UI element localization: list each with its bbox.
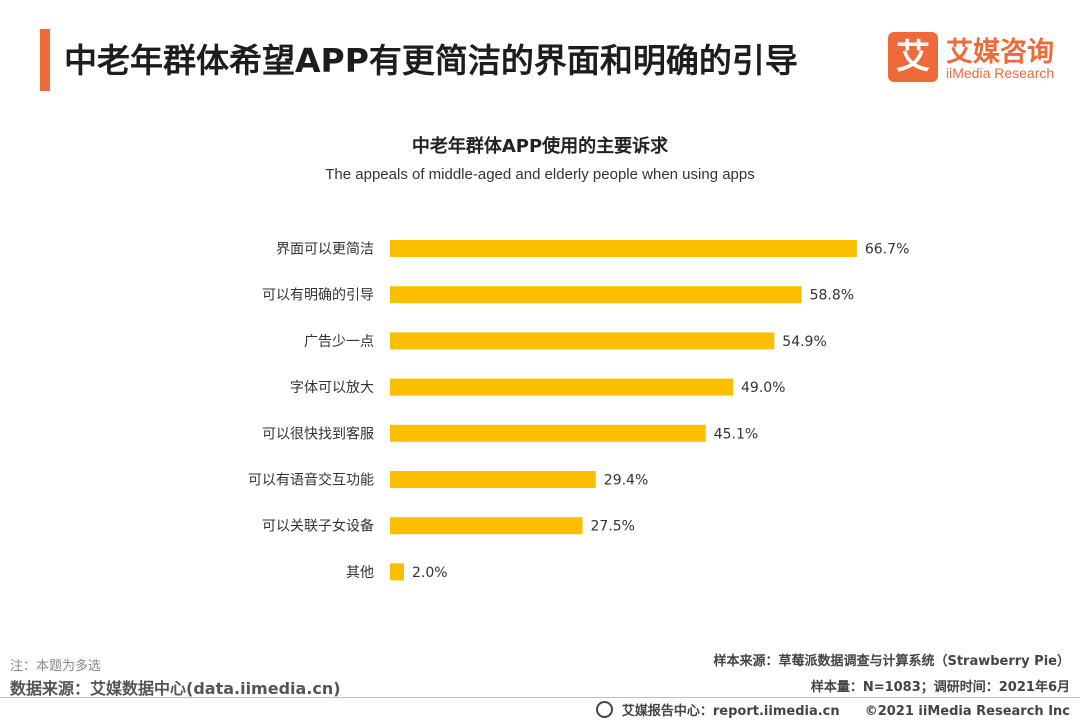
bar [390,332,775,350]
bar [390,286,802,304]
copyright: ©2021 iiMedia Research Inc [864,704,1070,719]
value-label: 29.4% [604,473,648,489]
brand-logo: 艾 艾媒咨询 iiMedia Research [888,30,1068,86]
category-label: 广告少一点 [304,334,374,350]
globe-icon [596,701,614,718]
footer-bottom-line: 艾媒报告中心：report.iimedia.cn ©2021 iiMedia R… [596,700,1070,719]
category-label: 字体可以放大 [290,380,374,396]
bar [390,471,596,488]
value-label: 2.0% [412,565,448,581]
footnote: 注：本题为多选 [10,659,102,674]
bar [390,240,857,257]
logo-mark-icon: 艾 [888,32,938,82]
sample-size: 样本量：N=1083；调研时间：2021年6月 [810,680,1070,695]
category-label: 可以有明确的引导 [262,288,374,304]
chart-subtitle: The appeals of middle-aged and elderly p… [325,166,755,183]
logo-chinese-name: 艾媒咨询 [946,37,1054,68]
category-label: 可以关联子女设备 [262,518,374,535]
value-label: 54.9% [782,334,826,350]
value-label: 49.0% [741,380,785,396]
value-label: 27.5% [591,519,635,535]
chart-title: 中老年群体APP使用的主要诉求 [411,136,669,157]
value-label: 58.8% [810,288,854,304]
bar [390,563,404,581]
title-accent-bar [40,29,50,91]
sample-source: 样本来源：草莓派数据调查与计算系统（Strawberry Pie） [713,654,1070,669]
value-label: 66.7% [865,242,909,258]
category-label: 可以很快找到客服 [262,425,374,442]
category-label: 界面可以更简洁 [276,241,374,258]
data-source: 数据来源：艾媒数据中心(data.iimedia.cn) [10,679,341,698]
category-label: 其他 [346,565,374,581]
report-site: 艾媒报告中心：report.iimedia.cn [621,704,840,719]
page-title: 中老年群体希望APP有更简洁的界面和明确的引导 [64,41,798,80]
category-label: 可以有语音交互功能 [248,472,374,489]
footer-divider [0,697,1080,698]
value-label: 45.1% [714,426,758,442]
bar [390,378,733,396]
logo-english-name: iiMedia Research [946,65,1055,81]
bar [390,517,583,535]
bar-chart: 界面可以更简洁 66.7% 可以有明确的引导 58.8% 广告少一点 54.9% 字体可以放… [248,240,909,581]
bar [390,424,706,442]
